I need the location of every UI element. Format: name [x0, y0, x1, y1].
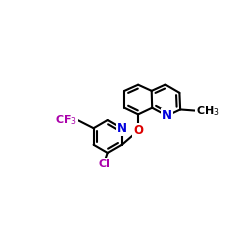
Text: N: N: [117, 122, 127, 135]
Text: Cl: Cl: [98, 159, 110, 169]
Text: CF$_3$: CF$_3$: [56, 113, 78, 127]
Text: O: O: [133, 124, 143, 137]
Text: CH$_3$: CH$_3$: [196, 104, 220, 118]
Text: N: N: [162, 109, 172, 122]
